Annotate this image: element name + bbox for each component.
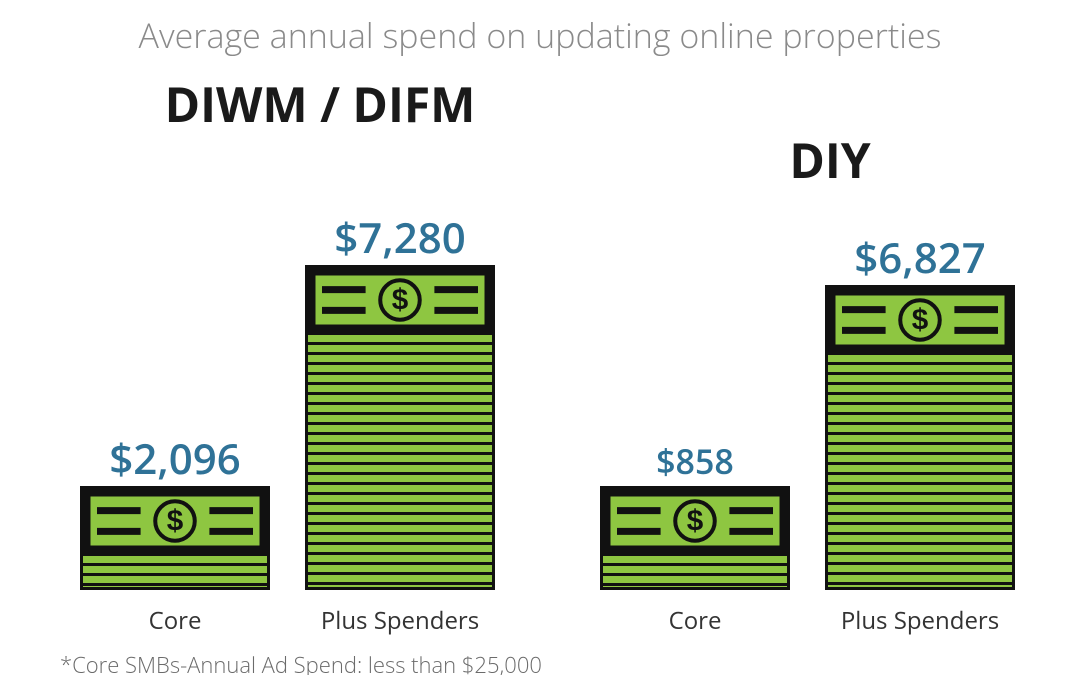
bar-category-label: Core xyxy=(580,604,810,637)
bar: $ xyxy=(825,285,1015,590)
dollar-bill-icon: $ xyxy=(603,489,787,553)
dollar-bill-icon: $ xyxy=(83,489,267,553)
bar-stripes xyxy=(603,553,787,587)
dollar-bill-icon: $ xyxy=(308,268,492,332)
svg-text:$: $ xyxy=(392,284,409,317)
svg-text:$: $ xyxy=(687,505,704,538)
group-label-diwm-difm: DIWM / DIFM xyxy=(130,72,510,137)
chart-footnote: *Core SMBs-Annual Ad Spend: less than $2… xyxy=(60,650,542,675)
bar-stripes xyxy=(83,553,267,587)
bar-value-label: $858 xyxy=(580,438,810,484)
dollar-bill-icon: $ xyxy=(828,288,1012,352)
bar-stripes xyxy=(308,332,492,587)
chart-title: Average annual spend on updating online … xyxy=(0,12,1080,58)
group-label-diy: DIY xyxy=(710,128,950,193)
bar-category-label: Plus Spenders xyxy=(805,604,1035,637)
bar-value-label: $6,827 xyxy=(805,229,1035,286)
bar-category-label: Plus Spenders xyxy=(285,604,515,637)
bar: $ xyxy=(305,265,495,590)
svg-text:$: $ xyxy=(912,304,929,337)
bar-stripes xyxy=(828,352,1012,587)
svg-text:$: $ xyxy=(167,505,184,538)
bar: $ xyxy=(600,486,790,590)
bar-category-label: Core xyxy=(60,604,290,637)
bar-value-label: $7,280 xyxy=(285,209,515,266)
bar: $ xyxy=(80,486,270,590)
bar-value-label: $2,096 xyxy=(60,430,290,487)
